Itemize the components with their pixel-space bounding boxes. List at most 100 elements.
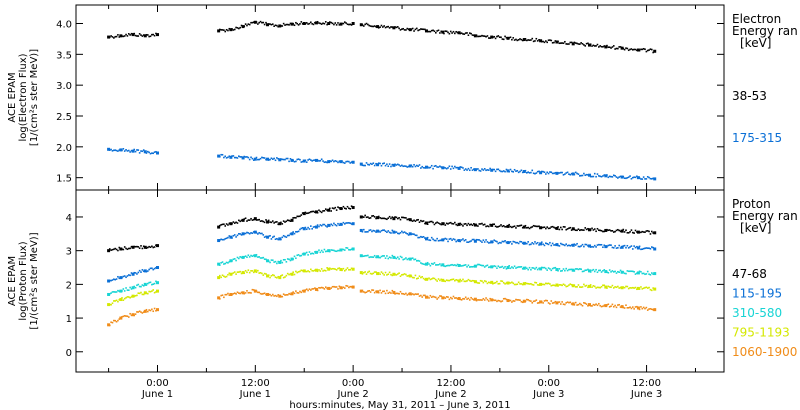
sample-point bbox=[511, 281, 513, 284]
sample-point bbox=[293, 24, 296, 27]
legend-title-line: Energy ran bbox=[732, 24, 798, 38]
sample-point bbox=[546, 41, 548, 44]
sample-point bbox=[286, 234, 289, 237]
data-point bbox=[143, 34, 147, 38]
sample-point bbox=[346, 222, 349, 224]
sample-point bbox=[501, 170, 504, 173]
sample-point bbox=[337, 22, 339, 24]
data-point bbox=[156, 289, 160, 293]
data-point bbox=[339, 268, 343, 272]
sample-point bbox=[122, 35, 125, 38]
sample-point bbox=[455, 30, 457, 33]
sample-point bbox=[558, 228, 561, 231]
y-tick-label: 4.0 bbox=[56, 20, 72, 31]
sample-point bbox=[257, 158, 259, 161]
sample-point bbox=[627, 287, 630, 290]
data-point bbox=[253, 217, 257, 221]
sample-point bbox=[516, 266, 519, 269]
sample-point bbox=[295, 21, 297, 24]
sample-point bbox=[483, 241, 486, 243]
sample-point bbox=[333, 267, 335, 270]
sample-point bbox=[274, 276, 277, 279]
sample-point bbox=[592, 229, 595, 231]
sample-point bbox=[263, 272, 266, 275]
sample-point bbox=[138, 269, 141, 272]
sample-point bbox=[233, 292, 236, 294]
sample-point bbox=[470, 265, 472, 268]
sample-point bbox=[570, 303, 573, 305]
sample-point bbox=[477, 282, 479, 284]
y-tick-label: 0 bbox=[66, 348, 72, 359]
sample-point bbox=[517, 299, 520, 301]
sample-point bbox=[464, 222, 467, 225]
sample-point bbox=[592, 246, 595, 248]
sample-point bbox=[496, 300, 498, 303]
sample-point bbox=[417, 293, 419, 295]
sample-point bbox=[329, 250, 331, 253]
sample-point bbox=[122, 299, 125, 301]
sample-point bbox=[301, 212, 304, 214]
sample-point bbox=[257, 291, 259, 294]
sample-point bbox=[459, 166, 462, 168]
sample-point bbox=[382, 255, 384, 257]
sample-point bbox=[147, 270, 149, 272]
sample-point bbox=[485, 265, 487, 267]
sample-point bbox=[414, 258, 417, 261]
sample-point bbox=[531, 169, 534, 172]
sample-point bbox=[543, 266, 546, 269]
sample-point bbox=[295, 270, 297, 273]
data-point bbox=[588, 284, 592, 288]
sample-point bbox=[365, 216, 368, 219]
sample-point bbox=[148, 309, 150, 311]
sample-point bbox=[296, 158, 299, 161]
sample-point bbox=[549, 303, 551, 305]
sample-point bbox=[323, 223, 326, 226]
sample-point bbox=[554, 284, 557, 287]
sample-point bbox=[528, 266, 531, 269]
sample-point bbox=[536, 170, 539, 173]
sample-point bbox=[153, 267, 156, 270]
sample-point bbox=[546, 226, 548, 228]
sample-point bbox=[267, 274, 270, 277]
sample-point bbox=[373, 291, 376, 294]
sample-point bbox=[238, 232, 240, 235]
sample-point bbox=[587, 227, 589, 230]
sample-point bbox=[398, 217, 400, 219]
sample-point bbox=[531, 242, 534, 244]
sample-point bbox=[314, 251, 316, 253]
sample-point bbox=[585, 284, 588, 287]
sample-point bbox=[633, 271, 635, 273]
sample-point bbox=[292, 217, 294, 219]
sample-point bbox=[318, 160, 320, 162]
sample-point bbox=[606, 245, 608, 248]
sample-point bbox=[581, 304, 584, 307]
sample-point bbox=[395, 257, 398, 260]
sample-point bbox=[304, 211, 307, 214]
sample-point bbox=[243, 25, 246, 27]
sample-point bbox=[280, 238, 282, 241]
sample-point bbox=[227, 273, 229, 276]
sample-point bbox=[462, 238, 464, 240]
sample-point bbox=[473, 34, 475, 37]
sample-point bbox=[417, 259, 419, 262]
sample-point bbox=[528, 227, 531, 230]
series-175-315 bbox=[107, 147, 657, 181]
sample-point bbox=[545, 40, 547, 42]
sample-point bbox=[536, 40, 539, 42]
sample-point bbox=[562, 42, 565, 45]
sample-point bbox=[573, 304, 576, 306]
sample-point bbox=[127, 296, 130, 298]
sample-point bbox=[543, 244, 546, 247]
sample-point bbox=[531, 267, 534, 269]
sample-point bbox=[373, 271, 376, 273]
sample-point bbox=[648, 286, 650, 289]
sample-point bbox=[384, 271, 387, 274]
sample-point bbox=[225, 293, 228, 296]
sample-point bbox=[557, 40, 559, 43]
sample-point bbox=[487, 242, 490, 244]
sample-point bbox=[598, 302, 600, 305]
sample-point bbox=[122, 288, 125, 290]
data-point bbox=[339, 286, 343, 290]
sample-point bbox=[579, 302, 581, 305]
sample-point bbox=[557, 226, 559, 228]
